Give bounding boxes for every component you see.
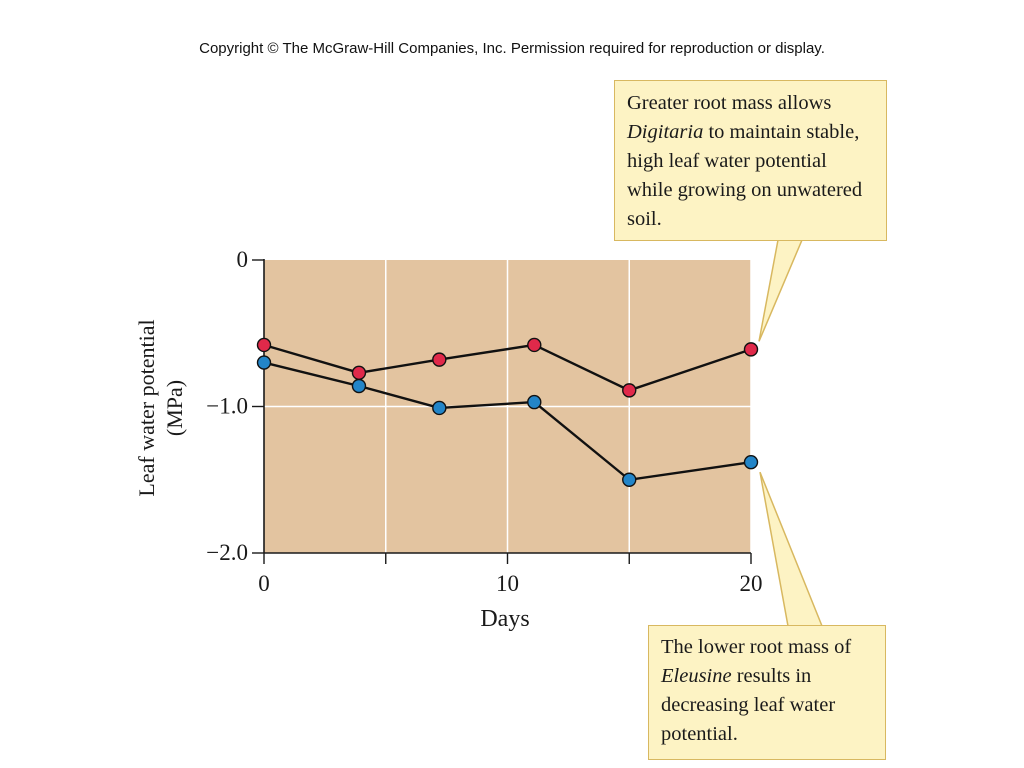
x-axis-label: Days bbox=[480, 606, 529, 632]
x-tick-label: 0 bbox=[258, 571, 270, 596]
callout-digitaria-text-start: Greater root mass allows bbox=[627, 92, 832, 114]
axis-ticks bbox=[252, 259, 752, 564]
data-points bbox=[256, 337, 759, 487]
callout-eleusine-text-end: results in decreasing leaf water potenti… bbox=[661, 665, 836, 745]
data-point-eleusine bbox=[351, 378, 367, 394]
callout-eleusine: The lower root mass of Eleusine results … bbox=[648, 625, 886, 760]
callout-eleusine-species: Eleusine bbox=[661, 665, 732, 687]
data-point-digitaria bbox=[743, 342, 759, 357]
y-tick-label: −1.0 bbox=[206, 394, 248, 419]
copyright-notice: Copyright © The McGraw-Hill Companies, I… bbox=[199, 40, 825, 57]
y-tick-label: 0 bbox=[237, 247, 249, 272]
series-line-eleusine bbox=[263, 361, 752, 481]
y-axis-label: Leaf water potential bbox=[134, 319, 159, 496]
data-point-digitaria bbox=[622, 383, 637, 398]
callout-leaders bbox=[758, 239, 824, 627]
data-point-eleusine bbox=[432, 400, 447, 416]
data-point-eleusine bbox=[622, 472, 637, 487]
data-point-eleusine bbox=[256, 355, 272, 370]
series-line-digitaria bbox=[263, 343, 752, 392]
callout-digitaria-species: Digitaria bbox=[627, 121, 704, 143]
grid-lines bbox=[264, 260, 752, 553]
x-tick-label: 10 bbox=[496, 571, 519, 596]
series-lines bbox=[263, 343, 752, 481]
data-point-eleusine bbox=[743, 454, 759, 470]
callout-leader-bottom bbox=[759, 471, 824, 627]
data-point-eleusine bbox=[527, 394, 542, 410]
data-point-digitaria bbox=[256, 337, 272, 353]
y-tick-label: −2.0 bbox=[206, 540, 248, 565]
callout-digitaria-text-end: to maintain stable, high leaf water pote… bbox=[627, 121, 863, 230]
y-axis-unit: (MPa) bbox=[162, 380, 187, 436]
callout-leader-top bbox=[758, 239, 804, 342]
tick-labels: 0 10 20 0 −1.0 −2.0 bbox=[206, 247, 762, 596]
data-point-digitaria bbox=[432, 352, 447, 367]
x-tick-label: 20 bbox=[740, 571, 763, 596]
data-point-digitaria bbox=[351, 365, 367, 381]
callout-eleusine-text-start: The lower root mass of bbox=[661, 636, 852, 658]
callout-digitaria: Greater root mass allows Digitaria to ma… bbox=[614, 80, 887, 241]
data-point-digitaria bbox=[527, 337, 542, 353]
